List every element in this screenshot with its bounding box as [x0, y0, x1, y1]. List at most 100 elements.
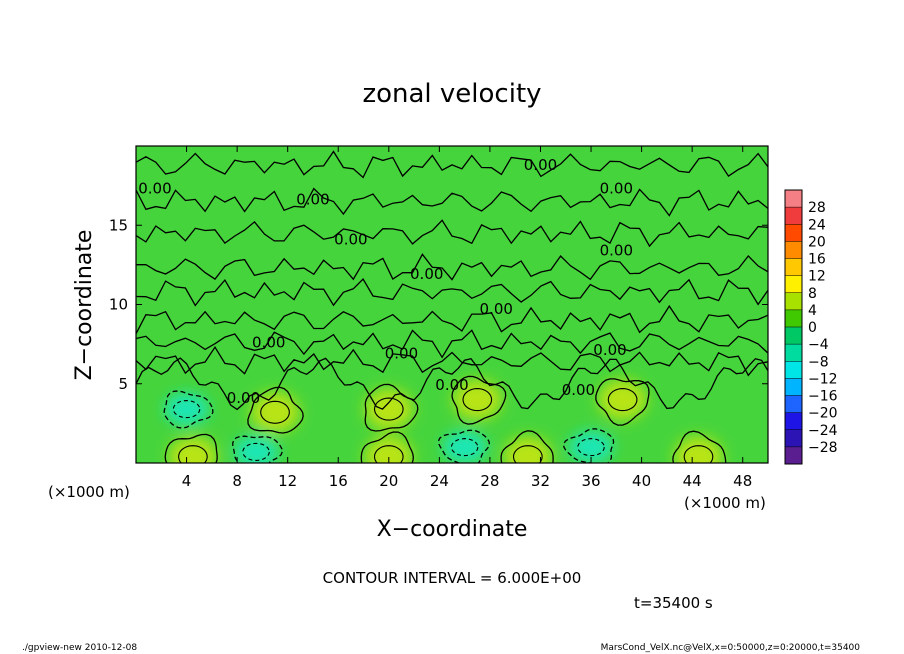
colorbar-label: 8: [808, 286, 817, 302]
footer-left: ./gpview-new 2010-12-08: [22, 643, 137, 653]
colorbar-swatch: [785, 361, 802, 379]
contour-loop-inner: [172, 400, 201, 419]
colorbar-label: 16: [808, 252, 826, 268]
footer-right: MarsCond_VelX.nc@VelX,x=0:50000,z=0:2000…: [601, 643, 861, 653]
contour-line: [136, 219, 768, 248]
contour-loop: [364, 383, 419, 432]
contour-loop-inner: [450, 438, 479, 457]
colorbar-label: 12: [808, 269, 826, 285]
x-tick-label: 8: [232, 472, 242, 490]
x-tick-label: 20: [379, 472, 398, 490]
contour-label: 0.00: [385, 344, 418, 362]
contour-line: [136, 187, 768, 217]
contour-label: 0.00: [435, 376, 468, 394]
colorbar-label: 24: [808, 217, 826, 233]
colorbar-swatch: [785, 378, 802, 396]
contour-line: [136, 304, 768, 335]
colorbar-swatch: [785, 207, 802, 225]
contour-line: [136, 329, 768, 359]
contour-loop: [247, 386, 304, 434]
colorbar-swatch: [785, 190, 802, 208]
contour-loop-inner: [607, 388, 638, 412]
contour-label: 0.00: [562, 381, 595, 399]
colorbar-swatch: [785, 224, 802, 242]
contour-line: [136, 345, 768, 377]
contour-loop-inner: [373, 397, 404, 421]
warm-cell-6: [503, 436, 552, 463]
contour-loop: [164, 433, 218, 463]
contour-line: [136, 150, 768, 179]
x-tick-label: 24: [430, 472, 449, 490]
colorbar-swatch: [785, 292, 802, 311]
contour-loop: [163, 390, 214, 429]
colorbar-swatch: [785, 395, 802, 413]
colorbar-label: −4: [808, 337, 829, 353]
colorbar-swatch: [785, 241, 802, 259]
warm-cell-4: [168, 436, 217, 463]
warm-cell-2: [453, 379, 502, 420]
contour-loop: [672, 430, 727, 463]
contour-label: 0.00: [334, 230, 367, 248]
contour-label: 0.00: [593, 341, 626, 359]
contour-label: 0.00: [410, 265, 443, 283]
cold-cell-10: [442, 431, 487, 463]
colorbar-swatch: [785, 446, 802, 465]
contour-label: 0.00: [480, 300, 513, 318]
contour-lines: [136, 150, 768, 463]
y-tick-label: 5: [118, 375, 128, 393]
contour-loop: [563, 428, 615, 463]
contour-loop-inner: [178, 445, 208, 463]
chart-title: zonal velocity: [362, 79, 541, 109]
y-axis-ticks: 5 10 15: [109, 216, 768, 393]
contour-loop: [232, 435, 283, 463]
contour-loop-inner: [577, 438, 605, 457]
cold-cell-11: [569, 431, 614, 463]
velocity-cells: [164, 379, 723, 463]
x-tick-label: 16: [329, 472, 348, 490]
time-text: t=35400 s: [634, 594, 713, 612]
warm-cell-3: [598, 379, 647, 420]
contour-line: [136, 278, 768, 307]
colorbar-swatch: [785, 344, 802, 362]
colorbar-swatch: [785, 412, 802, 431]
warm-cell-0: [251, 392, 300, 433]
x-tick-label: 36: [581, 472, 600, 490]
contour-loop-inner: [683, 445, 714, 463]
colorbar-swatch: [785, 309, 802, 328]
colorbar-swatch: [785, 258, 802, 276]
colorbar-label: 0: [808, 320, 817, 336]
contour-line: [136, 357, 768, 411]
contour-loop-inner: [373, 445, 404, 463]
x-tick-label: 32: [531, 472, 550, 490]
y-tick-label: 15: [109, 216, 128, 234]
contour-loop-inner: [242, 442, 270, 461]
contour-interval-text: CONTOUR INTERVAL = 6.000E+00: [323, 569, 582, 587]
warm-cell-7: [674, 436, 723, 463]
colorbar-label: −20: [808, 406, 838, 422]
x-unit-right: (×1000 m): [684, 494, 766, 512]
colorbar-label: −12: [808, 371, 838, 387]
contour-label: 0.00: [296, 191, 329, 209]
colorbar-label: −16: [808, 389, 838, 405]
contour-loop: [360, 431, 414, 463]
contour-label: 0.00: [252, 333, 285, 351]
x-tick-label: 48: [733, 472, 752, 490]
x-axis-label: X−coordinate: [377, 517, 528, 542]
colorbar-swatch: [785, 429, 802, 448]
cold-cell-8: [164, 393, 209, 426]
colorbar-swatch: [785, 327, 802, 345]
colorbar-label: 4: [808, 303, 817, 319]
contour-loop: [595, 378, 650, 426]
y-axis-label: Z−coordinate: [72, 230, 97, 381]
colorbar-label: −24: [808, 423, 838, 439]
contour-loop: [500, 430, 554, 463]
x-tick-label: 28: [480, 472, 499, 490]
x-axis-ticks: 4 8 12 16 20 24 28 32 36 40 44 48: [182, 146, 752, 490]
contour-label: 0.00: [227, 389, 260, 407]
contour-loop: [437, 429, 491, 463]
field-background: [136, 146, 768, 463]
warm-cell-1: [364, 389, 413, 430]
contour-label: 0.00: [600, 180, 633, 198]
